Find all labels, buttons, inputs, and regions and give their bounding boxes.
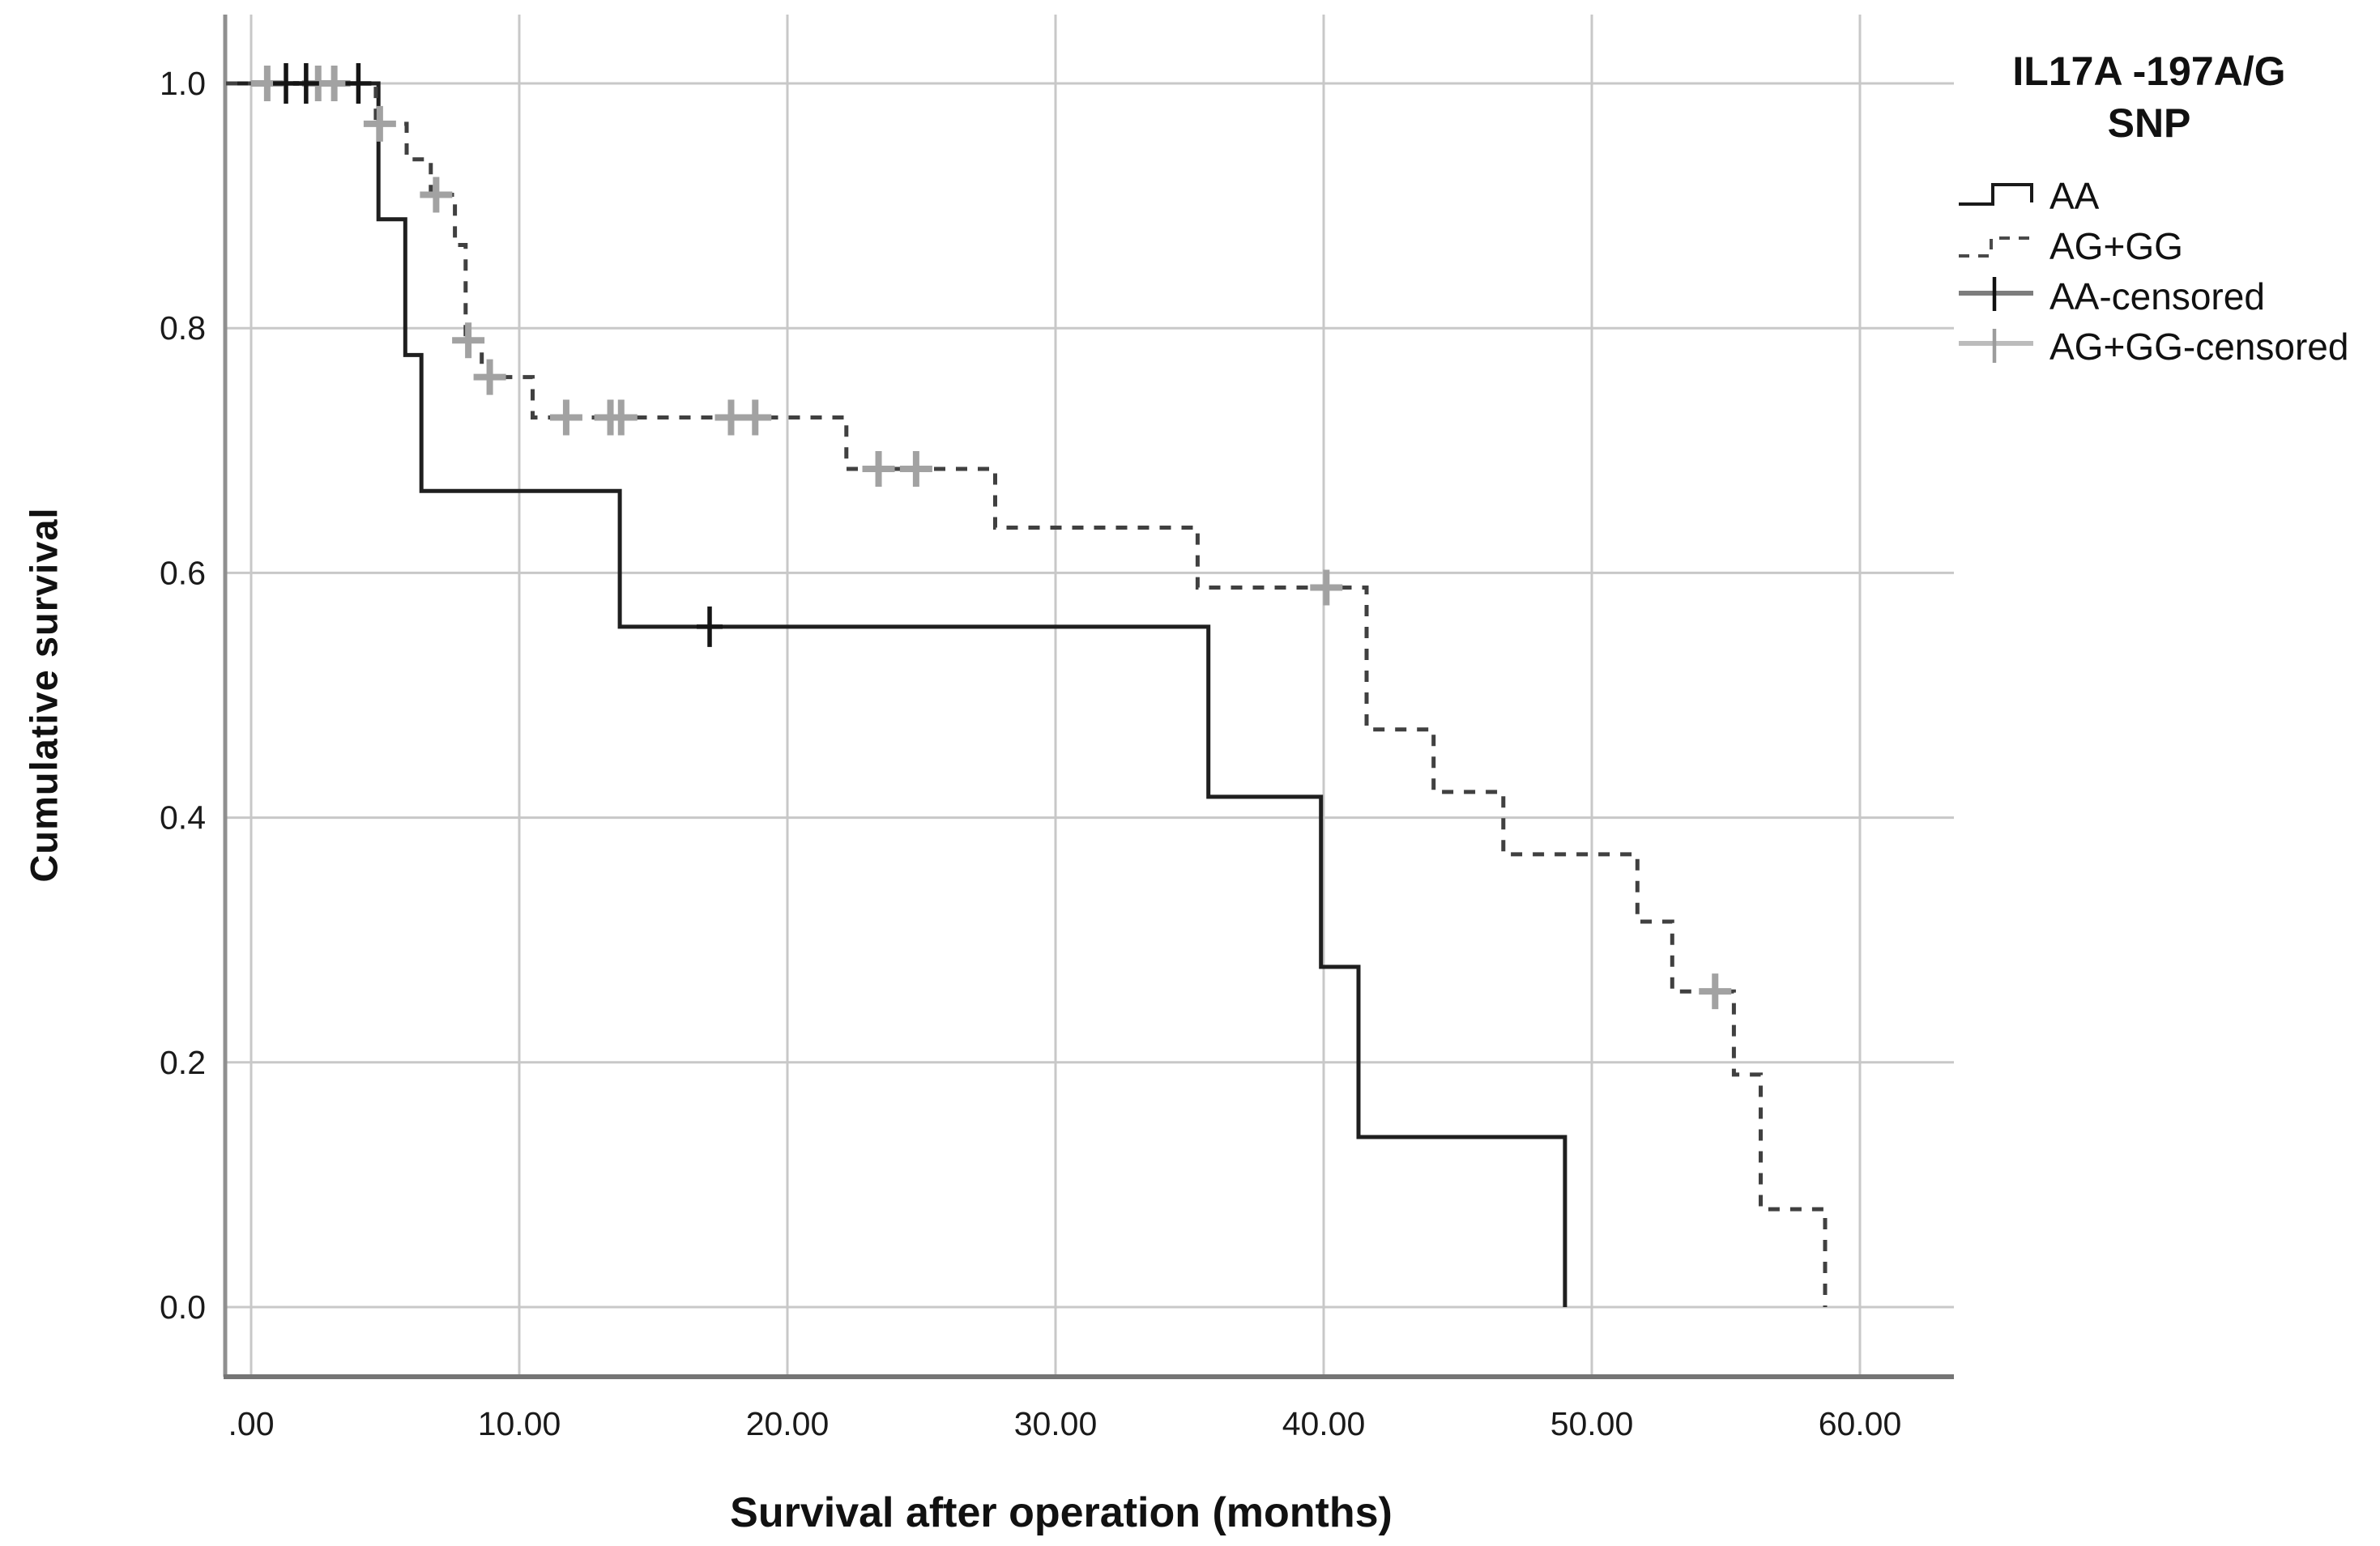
- survival-curve-aa: [226, 81, 1567, 1307]
- x-tick-label: 40.00: [1282, 1405, 1366, 1442]
- y-tick-label: 0.4: [160, 799, 206, 837]
- y-axis-title: Cumulative survival: [22, 507, 66, 883]
- legend-item-aa-censored: AA-censored: [1957, 275, 2380, 317]
- legend-label-ag-gg: AG+GG: [2049, 225, 2183, 267]
- x-axis-title: Survival after operation (months): [730, 1489, 1393, 1536]
- legend-title-line2: SNP: [2107, 100, 2191, 146]
- x-tick-label: 30.00: [1014, 1405, 1098, 1442]
- legend-title: IL17A -197A/G SNP: [1938, 45, 2361, 149]
- y-tick-label: 1.0: [160, 65, 206, 102]
- legend-label-aa: AA: [2049, 175, 2100, 217]
- ag-gg-dashed-line-icon: [1959, 236, 2032, 258]
- x-tick-label: 50.00: [1550, 1405, 1634, 1442]
- legend-label-aa-censored: AA-censored: [2049, 275, 2265, 317]
- y-tick-label: 0.2: [160, 1044, 206, 1081]
- legend: IL17A -197A/G SNP AA AG+GG: [1957, 45, 2380, 368]
- x-tick-label: 20.00: [746, 1405, 830, 1442]
- legend-item-aa: AA: [1957, 175, 2380, 217]
- aa-step-line-icon: [1959, 183, 2033, 206]
- y-tick-label: 0.0: [160, 1288, 206, 1326]
- legend-label-ag-gg-censored: AG+GG-censored: [2049, 326, 2349, 368]
- x-tick-label: .00: [228, 1405, 275, 1442]
- y-tick-label: 0.6: [160, 554, 206, 591]
- legend-title-line1: IL17A -197A/G: [2012, 49, 2286, 94]
- legend-items: AA AG+GG AA-censored A: [1957, 175, 2380, 368]
- x-tick-label: 60.00: [1819, 1405, 1902, 1442]
- aa-censored-plus-icon: [1959, 277, 2033, 311]
- x-tick-label: 10.00: [478, 1405, 561, 1442]
- legend-item-ag-gg: AG+GG: [1957, 225, 2380, 267]
- survival-curve-ag-gg: [226, 81, 1828, 1307]
- ag-gg-censored-plus-icon: [1959, 329, 2033, 363]
- y-tick-label: 0.8: [160, 309, 206, 347]
- legend-item-ag-gg-censored: AG+GG-censored: [1957, 326, 2380, 368]
